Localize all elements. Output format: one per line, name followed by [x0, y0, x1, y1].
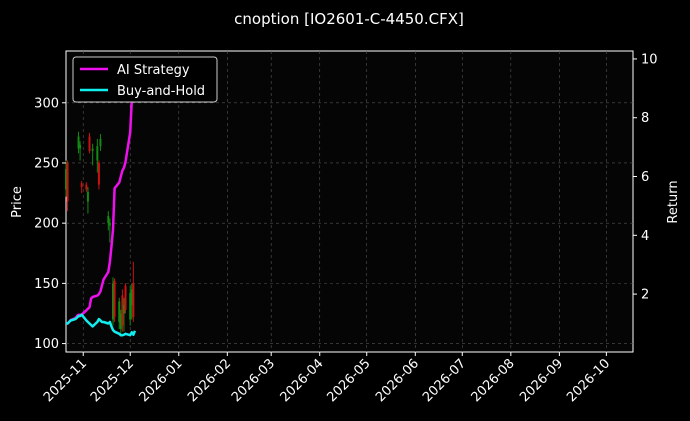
- candle-body: [96, 146, 99, 161]
- x-tick-label: 2026-02: [185, 356, 234, 405]
- candle-body: [77, 136, 80, 149]
- candle-body: [111, 283, 114, 320]
- candle-body: [132, 283, 135, 318]
- y2-tick-label: 8: [641, 111, 649, 126]
- x-tick-label: 2026-10: [564, 356, 613, 405]
- y2-tick-label: 6: [641, 170, 649, 185]
- candle-body: [65, 168, 67, 190]
- candle-body: [97, 162, 100, 185]
- y2-tick-label: 10: [641, 52, 658, 67]
- candle-body: [85, 184, 88, 190]
- y2-tick-label: 4: [641, 229, 649, 244]
- series-line-buyhold: [66, 313, 137, 337]
- y-tick-label: 250: [34, 156, 59, 171]
- x-tick-label: 2026-09: [517, 356, 566, 405]
- legend: AI Strategy Buy-and-Hold: [72, 56, 218, 103]
- y2-tick-label: 2: [641, 288, 649, 303]
- line-layer: [66, 70, 137, 337]
- candle-body: [122, 305, 125, 314]
- candle-body: [88, 136, 91, 151]
- candle-body: [66, 162, 69, 202]
- y-tick-label: 200: [34, 217, 59, 232]
- legend-box: [72, 56, 218, 103]
- x-tick-label: 2026-01: [137, 356, 186, 405]
- candle-body: [99, 138, 102, 147]
- x-tick-label: 2026-08: [469, 356, 518, 405]
- legend-label-buyhold: Buy-and-Hold: [117, 84, 205, 99]
- candle-body: [107, 215, 110, 224]
- candle-body: [91, 148, 94, 151]
- x-tick-label: 2026-04: [278, 356, 327, 405]
- grid-layer: [66, 51, 633, 352]
- x-tick-label: 2025-12: [88, 356, 137, 405]
- y-tick-label: 100: [34, 337, 59, 352]
- candle-body: [118, 301, 121, 322]
- candle-body: [113, 280, 116, 318]
- candle-body: [130, 289, 133, 306]
- chart-title: cnoption [IO2601-C-4450.CFX]: [234, 10, 464, 28]
- candle-body: [86, 191, 89, 202]
- candle-layer: [65, 131, 135, 334]
- x-tick-label: 2026-07: [420, 356, 469, 405]
- candle-body: [119, 313, 122, 330]
- candle-body: [121, 295, 124, 326]
- x-tick-label: 2026-05: [325, 356, 374, 405]
- x-tick-label: 2025-11: [41, 356, 90, 405]
- x-tick-label: 2026-03: [229, 356, 278, 405]
- candle-body: [79, 144, 82, 149]
- y-axis-label: Price: [10, 186, 25, 218]
- y2-axis-label: Return: [666, 180, 681, 223]
- y-tick-label: 150: [34, 277, 59, 292]
- legend-label-strategy: AI Strategy: [117, 63, 190, 78]
- candle-body: [124, 285, 127, 310]
- candle-body: [129, 293, 132, 320]
- candle-body: [80, 183, 83, 188]
- y-tick-label: 300: [34, 96, 59, 111]
- x-tick-label: 2026-06: [373, 356, 422, 405]
- candle-body: [108, 223, 111, 226]
